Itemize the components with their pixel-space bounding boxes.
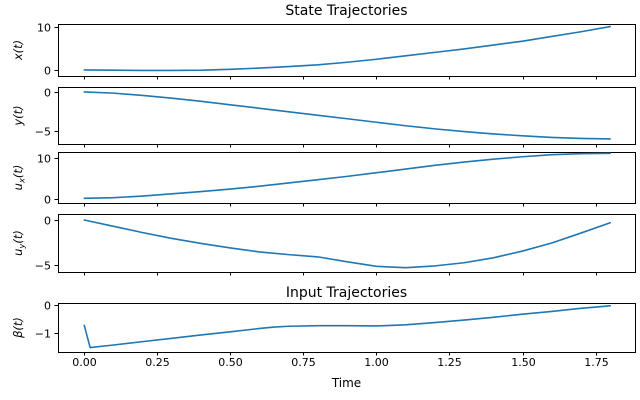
ylabel-uy: uy(t) bbox=[11, 230, 27, 256]
y-tick-label-x: 0 bbox=[44, 65, 51, 78]
ylabel-ux: ux(t) bbox=[11, 165, 27, 191]
curve-ux bbox=[83, 152, 611, 200]
subplot-frame-y bbox=[58, 87, 636, 145]
ylabel-beta: β(t) bbox=[11, 317, 25, 339]
x-tick-label: 1.00 bbox=[364, 356, 389, 369]
curve-x bbox=[83, 25, 611, 72]
x-tick-label: 0.50 bbox=[218, 356, 243, 369]
curve-uy bbox=[83, 219, 611, 269]
ylabel-x: x(t) bbox=[11, 40, 25, 61]
x-tick-label: 0.25 bbox=[145, 356, 170, 369]
subplot-frame-x bbox=[58, 24, 636, 77]
y-tick-label-x: 10 bbox=[37, 22, 51, 35]
y-tick-label-ux: 10 bbox=[37, 153, 51, 166]
y-tick-label-beta: 0 bbox=[44, 300, 51, 313]
x-tick-label: 1.75 bbox=[584, 356, 609, 369]
input-trajectories-title: Input Trajectories bbox=[285, 285, 408, 301]
time-axis-label: Time bbox=[331, 376, 362, 390]
curve-beta bbox=[83, 304, 611, 349]
x-tick-label: 1.25 bbox=[437, 356, 462, 369]
y-tick-label-y: 0 bbox=[44, 87, 51, 100]
x-tick-label: 0.75 bbox=[291, 356, 316, 369]
y-tick-label-uy: −5 bbox=[35, 260, 51, 273]
x-tick-label: 0.00 bbox=[72, 356, 97, 369]
y-tick-label-ux: 0 bbox=[44, 194, 51, 207]
subplot-frame-beta bbox=[58, 303, 636, 353]
y-tick-label-uy: 0 bbox=[44, 215, 51, 228]
x-tick-label: 1.50 bbox=[511, 356, 536, 369]
subplot-frame-uy bbox=[58, 214, 636, 273]
y-tick-label-beta: −1 bbox=[35, 328, 51, 341]
y-tick-label-y: −5 bbox=[35, 126, 51, 139]
subplot-frame-ux bbox=[58, 152, 636, 204]
state-trajectories-title: State Trajectories bbox=[285, 3, 408, 19]
ylabel-y: y(t) bbox=[11, 105, 25, 126]
curve-y bbox=[83, 91, 611, 140]
